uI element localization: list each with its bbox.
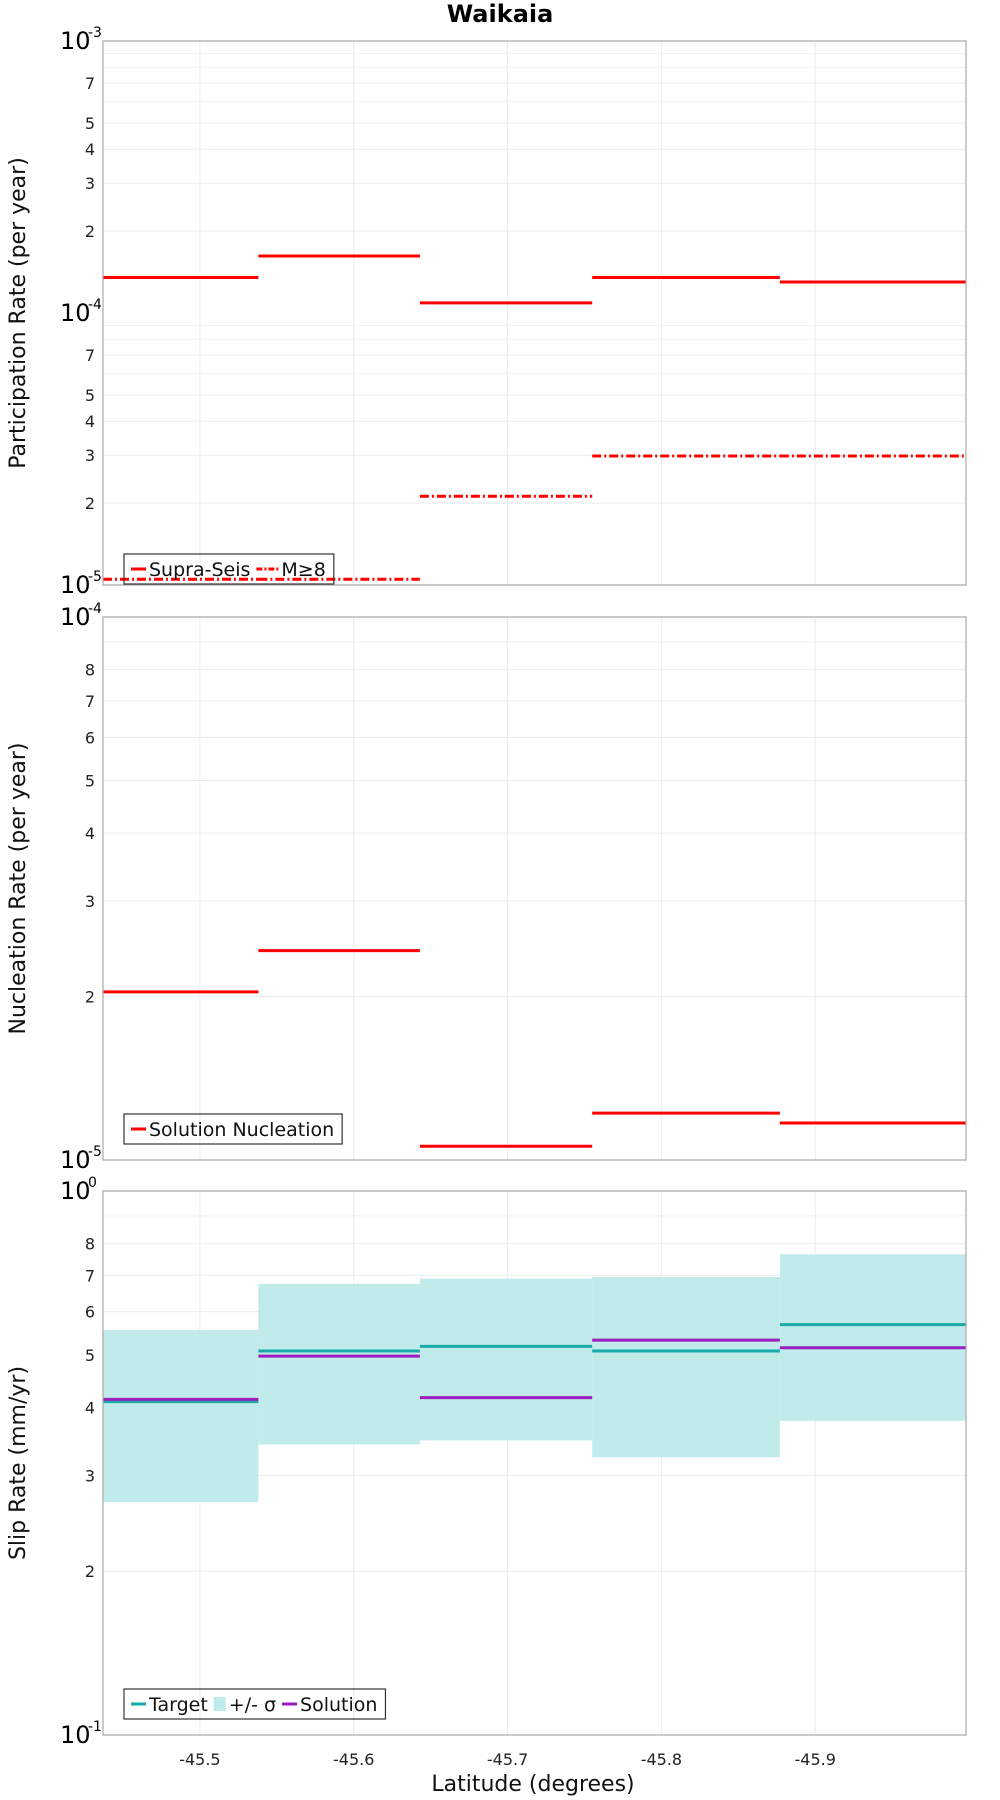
x-tick-label: -45.7 [487, 1750, 528, 1769]
y-tick-label: 7 [85, 692, 95, 711]
legend-box [123, 1113, 343, 1145]
chart-title: Waikaia [447, 0, 554, 28]
plot-area [103, 41, 966, 585]
legend-swatch [213, 1697, 226, 1711]
y-major-tick-label: 10 [60, 1177, 91, 1205]
y-axis-label: Slip Rate (mm/yr) [6, 1366, 31, 1560]
y-tick-label: 5 [85, 114, 95, 133]
y-major-tick-label: 10 [60, 27, 91, 55]
plot-frame [102, 616, 967, 1161]
plot-area [103, 617, 966, 1160]
y-tick-label: 6 [85, 728, 95, 747]
legend-box [123, 553, 335, 585]
sigma-band-segment [592, 1276, 780, 1458]
plot-frame [102, 1190, 967, 1736]
y-tick-label: 5 [85, 1346, 95, 1365]
x-tick-label: -45.6 [333, 1750, 374, 1769]
y-major-tick-label: 10 [60, 299, 91, 327]
x-tick-label: -45.8 [641, 1750, 682, 1769]
y-tick-label: 7 [85, 1266, 95, 1285]
y-tick-label: 8 [85, 661, 95, 680]
legend: Solution Nucleation [123, 1113, 343, 1145]
y-major-tick-label: 10 [60, 1146, 91, 1174]
y-major-tick-exponent: -5 [88, 569, 102, 585]
y-tick-label: 4 [85, 1398, 95, 1417]
sigma-band-segment [103, 1330, 259, 1503]
y-tick-label: 8 [85, 1235, 95, 1254]
y-major-tick-exponent: -4 [88, 297, 102, 313]
legend-box [123, 1688, 387, 1720]
y-major-tick-label: 10 [60, 603, 91, 631]
legend-label: Solution Nucleation [149, 1119, 334, 1141]
x-tick-label: -45.5 [179, 1750, 220, 1769]
y-tick-label: 7 [85, 74, 95, 93]
y-tick-label: 4 [85, 412, 95, 431]
y-tick-label: 5 [85, 771, 95, 790]
legend: Target +/- σ Solution [123, 1688, 387, 1720]
legend: Supra-Seis M≥8 [123, 553, 335, 585]
y-major-tick-exponent: -4 [88, 601, 102, 617]
y-major-tick-exponent: 0 [88, 1175, 97, 1191]
y-tick-label: 2 [85, 494, 95, 513]
plot-frame [102, 40, 967, 586]
legend-label: M≥8 [281, 559, 325, 581]
y-axis-label: Nucleation Rate (per year) [6, 743, 31, 1035]
y-tick-label: 4 [85, 824, 95, 843]
legend-label: +/- σ [229, 1694, 276, 1716]
y-major-tick-label: 10 [60, 571, 91, 599]
y-axis-label: Participation Rate (per year) [6, 157, 31, 469]
y-tick-label: 3 [85, 892, 95, 911]
y-major-tick-exponent: -5 [88, 1144, 102, 1160]
x-axis-label: Latitude (degrees) [431, 1772, 634, 1797]
y-major-tick-exponent: -3 [88, 25, 102, 41]
legend-label: Target [148, 1694, 208, 1716]
sigma-band-segment [779, 1254, 966, 1421]
y-tick-label: 5 [85, 386, 95, 405]
y-tick-label: 3 [85, 1466, 95, 1485]
y-tick-label: 4 [85, 140, 95, 159]
sigma-band-segment [419, 1278, 593, 1441]
y-tick-label: 2 [85, 988, 95, 1007]
y-tick-label: 6 [85, 1303, 95, 1322]
y-major-tick-label: 10 [60, 1721, 91, 1749]
y-tick-label: 2 [85, 222, 95, 241]
x-tick-label: -45.9 [795, 1750, 836, 1769]
sigma-band-segment [258, 1283, 420, 1445]
legend-label: Supra-Seis [149, 559, 250, 581]
y-tick-label: 7 [85, 346, 95, 365]
legend-label: Solution [300, 1694, 377, 1716]
y-tick-label: 2 [85, 1562, 95, 1581]
y-major-tick-exponent: -1 [88, 1719, 102, 1735]
y-tick-label: 3 [85, 174, 95, 193]
y-tick-label: 3 [85, 446, 95, 465]
